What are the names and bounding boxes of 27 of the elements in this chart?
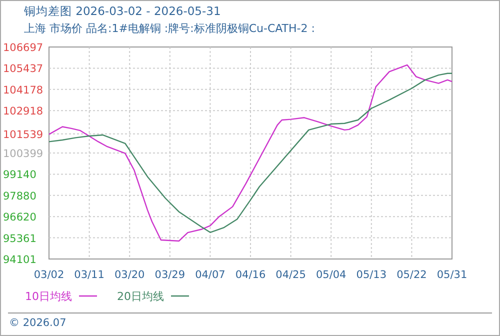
legend-label: 20日均线 bbox=[117, 290, 164, 303]
x-tick-label: 03/29 bbox=[154, 269, 186, 281]
chart-subtitle: 上海 市场价 品名:1#电解铜 :牌号:标准阴极铜Cu-CATH-2 : bbox=[24, 22, 315, 35]
x-tick-label: 05/31 bbox=[436, 269, 468, 281]
text: © 2026.07 bbox=[9, 317, 66, 329]
y-tick-label: 100399 bbox=[3, 148, 44, 160]
x-tick-label: 04/25 bbox=[276, 269, 306, 281]
y-tick-label: 96620 bbox=[3, 212, 36, 224]
x-tick-label: 05/22 bbox=[396, 269, 427, 281]
x-tick-label: 03/02 bbox=[34, 269, 64, 281]
y-tick-label: 104178 bbox=[3, 84, 44, 96]
x-tick-label: 03/11 bbox=[74, 269, 104, 281]
x-tick-label: 04/16 bbox=[235, 269, 266, 281]
x-tick-label: 05/04 bbox=[316, 269, 347, 281]
x-tick-label: 05/13 bbox=[356, 269, 387, 281]
y-tick-label: 94101 bbox=[3, 254, 36, 266]
y-tick-label: 102918 bbox=[3, 106, 44, 118]
y-tick-label: 101539 bbox=[3, 128, 44, 141]
x-tick-label: 04/07 bbox=[195, 269, 226, 281]
y-tick-label: 97880 bbox=[3, 190, 36, 202]
legend-label: 10日均线 bbox=[25, 290, 72, 303]
y-tick-label: 95361 bbox=[3, 232, 36, 245]
chart-title: 铜均差图 2026-03-02 - 2026-05-31 bbox=[23, 4, 221, 18]
y-tick-label: 106697 bbox=[3, 42, 44, 54]
x-tick-label: 03/20 bbox=[114, 269, 145, 281]
y-tick-label: 105437 bbox=[3, 63, 44, 76]
y-tick-label: 99140 bbox=[3, 169, 36, 182]
